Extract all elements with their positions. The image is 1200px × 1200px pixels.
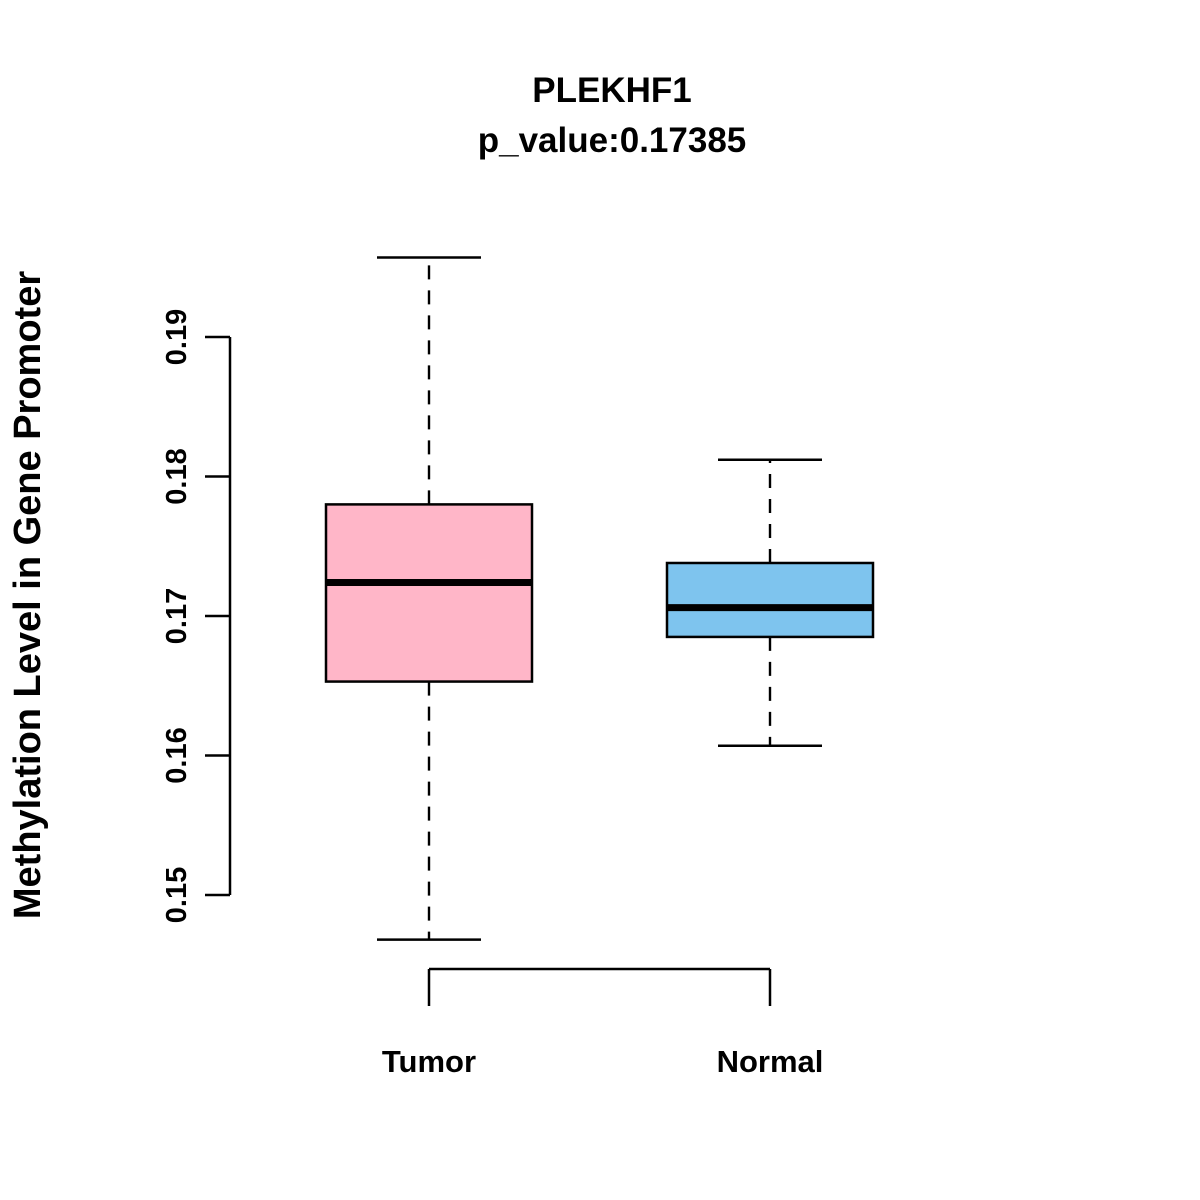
y-tick-label: 0.19 xyxy=(161,309,193,365)
y-tick-label: 0.18 xyxy=(161,448,193,504)
box-tumor xyxy=(324,503,534,683)
x-group-label-tumor: Tumor xyxy=(382,1044,476,1079)
chart-title: PLEKHF1 xyxy=(532,71,691,110)
y-axis: 0.15 0.16 0.17 0.18 0.19 xyxy=(161,309,232,923)
y-tick-label: 0.17 xyxy=(161,588,193,644)
box-normal xyxy=(665,561,875,639)
y-tick-label: 0.16 xyxy=(161,727,193,783)
y-tick-label: 0.15 xyxy=(161,867,193,923)
x-group-label-normal: Normal xyxy=(717,1044,824,1079)
y-axis-label: Methylation Level in Gene Promoter xyxy=(7,271,49,919)
plot-area xyxy=(324,256,875,941)
x-axis: Tumor Normal xyxy=(382,967,824,1079)
chart-subtitle: p_value:0.17385 xyxy=(478,121,747,160)
